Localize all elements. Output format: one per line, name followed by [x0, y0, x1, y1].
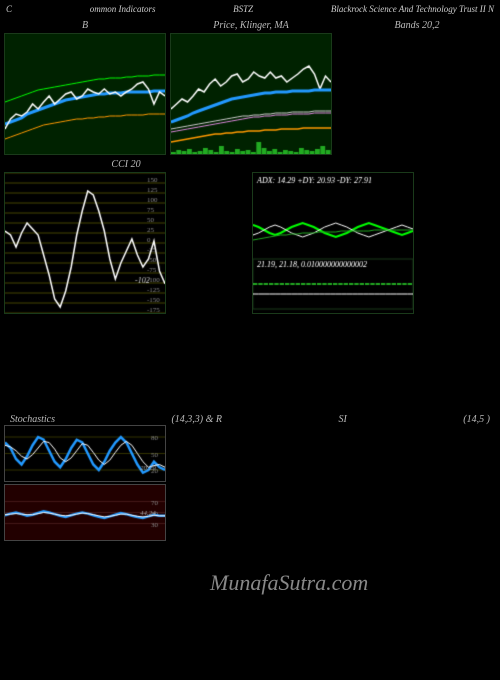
bands-title: Bands 20,2: [336, 20, 498, 31]
cci-panel: CCI 20: [4, 157, 248, 314]
bollinger-chart: [4, 33, 166, 155]
price-title: Price, Klinger, MA: [170, 20, 332, 31]
adx-chart: [252, 172, 414, 314]
hdr-right: Blackrock Science And Technology Trust I…: [331, 4, 494, 14]
cci-chart: [4, 172, 166, 314]
stoch-chart: [4, 425, 166, 482]
hdr-mid2: BSTZ: [233, 4, 253, 14]
stoch-header: Stochastics (14,3,3) & R SI (14,5 ): [0, 414, 500, 425]
watermark: MunafaSutra.com: [210, 570, 368, 596]
adx-panel: [252, 157, 496, 314]
hdr-left: C: [6, 4, 12, 14]
bollinger-panel: B: [4, 18, 166, 155]
hdr-mid1: ommon Indicators: [90, 4, 156, 14]
page-header: C ommon Indicators BSTZ Blackrock Scienc…: [0, 0, 500, 18]
mid-grid: CCI 20: [0, 157, 500, 314]
bands-chart: [336, 33, 498, 155]
stoch-label-mid2: SI: [338, 414, 346, 425]
cci-title: CCI 20: [4, 159, 248, 170]
price-chart: [170, 33, 332, 155]
bottom-stack: [0, 425, 500, 541]
stoch-label-left: Stochastics: [10, 414, 55, 425]
bands-panel: Bands 20,2: [336, 18, 498, 155]
rsi-chart: [4, 484, 166, 541]
top-grid: B Price, Klinger, MA Bands 20,2: [0, 18, 500, 155]
stoch-label-mid: (14,3,3) & R: [171, 414, 222, 425]
stoch-label-right: (14,5 ): [463, 414, 490, 425]
adx-title: [252, 159, 496, 170]
price-panel: Price, Klinger, MA: [170, 18, 332, 155]
bollinger-title: B: [4, 20, 166, 31]
